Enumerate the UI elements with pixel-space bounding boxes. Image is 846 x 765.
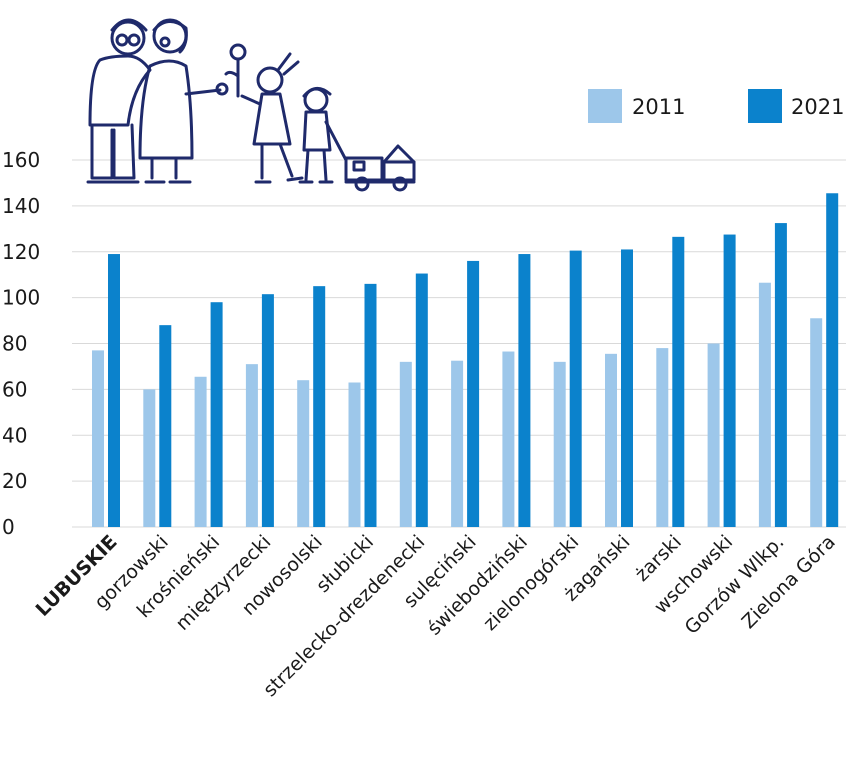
bar-2011-12: [707, 343, 720, 527]
bar-2021-11: [672, 236, 685, 527]
bars: [92, 193, 839, 528]
bar-2011-13: [758, 282, 771, 527]
bar-2011-6: [399, 361, 412, 527]
legend-swatch-2021: [748, 89, 782, 123]
y-tick-label: 0: [2, 515, 15, 539]
legend-label: 2011: [632, 95, 685, 119]
bar-2021-0: [108, 254, 120, 527]
bar-2021-5: [364, 283, 377, 527]
bar-2011-8: [502, 351, 515, 527]
y-tick-label: 140: [2, 194, 40, 218]
family-illustration-icon: [86, 18, 416, 192]
bar-2021-3: [261, 294, 274, 527]
bar-2011-5: [348, 382, 361, 527]
bar-2011-2: [194, 376, 207, 527]
bar-2011-9: [553, 361, 566, 527]
bar-2021-1: [159, 325, 172, 527]
bar-2011-14: [810, 318, 823, 527]
bar-2021-12: [723, 234, 736, 527]
y-tick-label: 20: [2, 469, 27, 493]
x-tick-label: Zielona Góra: [738, 531, 840, 633]
legend-swatch-2011: [588, 89, 622, 123]
bar-2011-11: [656, 348, 669, 527]
y-tick-label: 40: [2, 423, 27, 447]
legend-label: 2021: [791, 95, 844, 119]
bar-2011-1: [143, 389, 156, 527]
bar-2021-10: [621, 249, 633, 528]
bar-2021-14: [826, 193, 839, 527]
y-tick-label: 80: [2, 332, 27, 356]
y-tick-label: 60: [2, 377, 27, 401]
bar-2021-8: [518, 254, 531, 527]
bar-2021-4: [313, 286, 326, 527]
bar-2011-0: [92, 350, 104, 527]
x-axis: LUBUSKIEgorzowskikrośnieńskimiędzyrzecki…: [32, 531, 840, 701]
bar-2021-13: [774, 223, 787, 527]
bar-2011-7: [451, 360, 464, 527]
bar-2021-9: [569, 250, 582, 527]
bar-2021-7: [467, 260, 480, 527]
legend: 2011 2021: [588, 89, 844, 123]
y-axis: 0 20 40 60 80 100 120 140 160: [2, 148, 40, 539]
y-tick-label: 160: [2, 148, 40, 172]
y-tick-label: 100: [2, 286, 40, 310]
bar-2021-2: [210, 302, 223, 527]
y-tick-label: 120: [2, 240, 40, 264]
bar-2021-6: [415, 273, 428, 527]
bar-2011-4: [297, 380, 310, 527]
bar-2011-10: [605, 353, 617, 527]
bar-2011-3: [245, 364, 258, 527]
